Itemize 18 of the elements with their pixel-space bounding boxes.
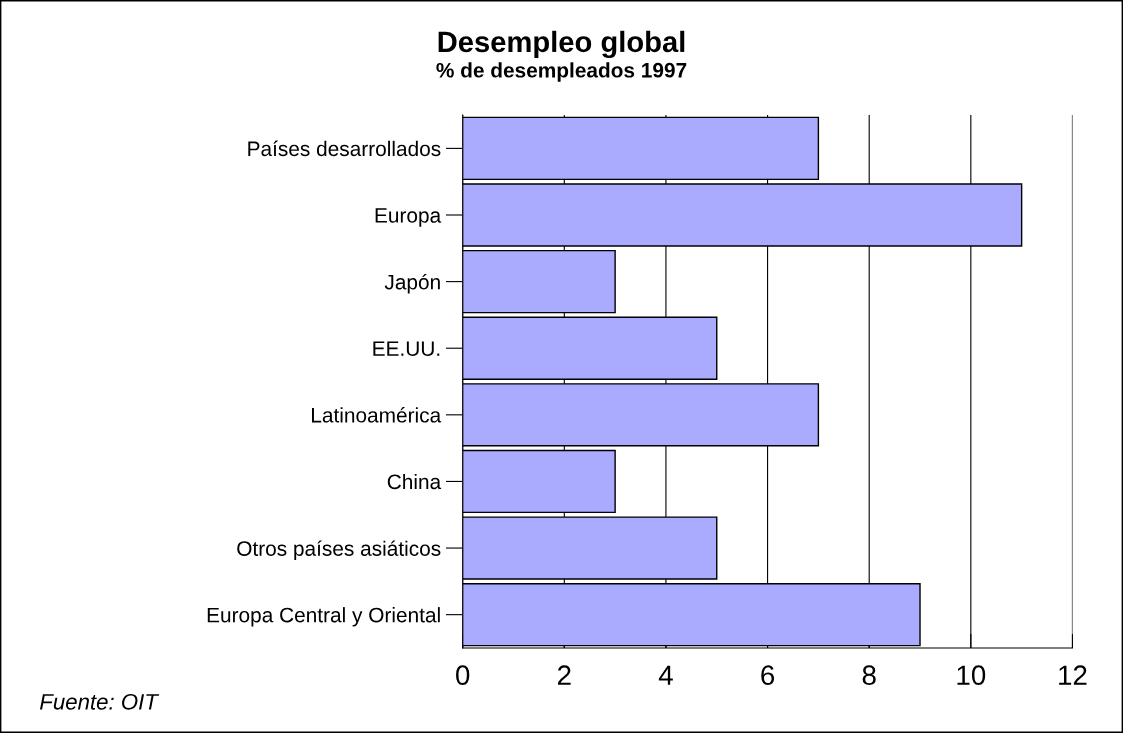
- x-tick-label: 6: [761, 665, 775, 686]
- x-tick-label: 10: [957, 665, 986, 686]
- x-tick-label: 8: [862, 665, 876, 686]
- x-tick-label: 12: [1059, 665, 1087, 685]
- chart-subtitle: % de desempleados 1997: [436, 62, 687, 82]
- y-tick-label: Japón: [384, 273, 440, 294]
- x-tick-label: 2: [557, 665, 571, 685]
- chart-title: Desempleo global: [438, 30, 685, 59]
- source-note: Fuente: OIT: [39, 693, 160, 710]
- y-tick-label: Europa: [375, 208, 442, 227]
- y-tick-label: Países desarrollados: [248, 140, 441, 157]
- y-tick-label: China: [387, 473, 442, 490]
- y-tick-label: EE.UU.: [373, 341, 440, 356]
- y-tick-label: Latinoamérica: [312, 407, 442, 423]
- x-tick-label: 4: [658, 665, 673, 685]
- y-tick-label: Europa Central y Oriental: [207, 607, 440, 627]
- y-tick-label: Otros países asiáticos: [237, 540, 441, 561]
- x-tick-label: 0: [456, 665, 470, 686]
